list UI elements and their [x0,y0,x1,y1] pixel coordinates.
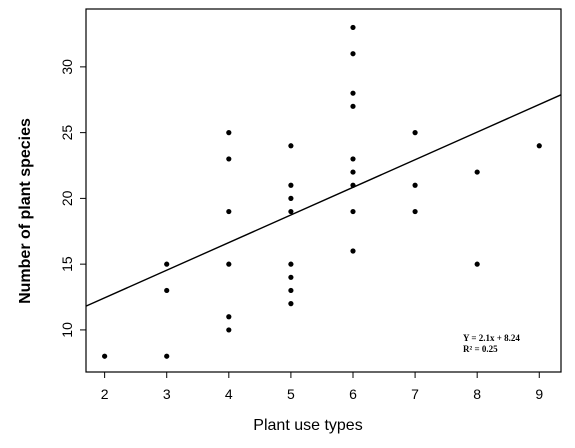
x-tick-label: 6 [349,386,357,402]
y-tick-label: 10 [59,322,75,338]
data-point [288,274,294,280]
data-point [226,156,232,162]
data-point [288,182,294,188]
data-point [164,353,170,359]
points-layer [102,24,542,359]
data-point [288,143,294,149]
data-point [350,248,356,254]
y-tick-label: 30 [59,59,75,75]
data-point [350,51,356,57]
data-point [226,208,232,215]
data-point [350,169,356,175]
data-point [288,301,294,307]
data-point [412,130,418,136]
data-point [226,327,232,333]
equation-annotation: Y = 2.1x + 8.24 [463,333,520,343]
trendline-layer [85,94,562,307]
data-point [536,143,542,149]
data-point [226,261,232,267]
x-tick-label: 3 [163,386,171,402]
plot-frame [85,8,562,373]
trendline [85,94,562,307]
x-axis-title: Plant use types [253,417,362,434]
y-axis-title: Number of plant species [17,118,34,304]
x-tick-label: 9 [535,386,543,402]
data-point [350,103,356,109]
data-point [350,208,356,215]
data-point [350,24,356,31]
data-point [288,287,294,294]
x-tick-label: 8 [473,386,481,402]
data-point [350,156,356,162]
data-point [350,90,356,96]
x-tick-label: 7 [411,386,419,402]
data-point [412,208,418,215]
data-point [288,195,294,201]
y-tick-label: 25 [59,125,75,141]
y-tick-label: 20 [59,190,75,206]
data-point [288,208,294,215]
data-point [474,261,480,267]
x-tick-label: 5 [287,386,295,402]
data-point [164,261,170,267]
r-squared-annotation: R² = 0.25 [463,344,498,354]
data-point [102,353,108,359]
data-point [226,314,232,320]
data-point [412,182,418,188]
y-axis: 10 15 20 25 30 [59,59,86,338]
data-point [288,261,294,267]
x-axis: 2 3 4 5 6 7 8 9 [101,372,543,402]
data-point [164,287,170,294]
x-tick-label: 2 [101,386,109,402]
x-tick-label: 4 [225,386,233,402]
data-point [226,130,232,136]
data-point [474,169,480,175]
y-tick-label: 15 [59,256,75,272]
data-point [350,182,356,188]
